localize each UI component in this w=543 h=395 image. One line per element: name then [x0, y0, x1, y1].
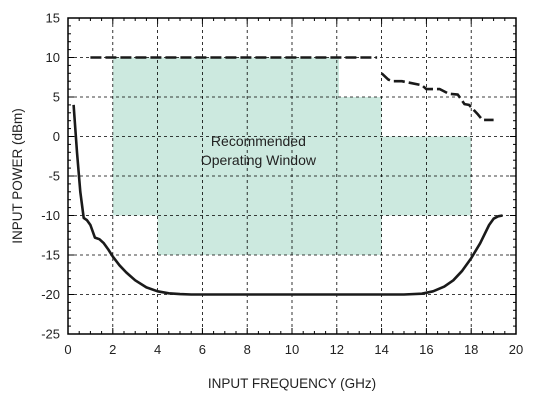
annotation-line-1: Recommended: [211, 133, 306, 149]
y-axis-title: INPUT POWER (dBm): [10, 108, 25, 244]
x-tick-label: 6: [199, 342, 206, 357]
annotation-line-2: Operating Window: [201, 152, 317, 168]
tick-layer: 0 2 4 6 8 10 12 14 16 18 20 -25 -20 -15 -10 -5 0 5 10 15: [41, 11, 523, 358]
x-tick-label: 2: [109, 342, 116, 357]
y-tick-label: 15: [46, 11, 60, 26]
x-tick-label: 20: [509, 342, 523, 357]
x-tick-label: 18: [464, 342, 478, 357]
y-tick-label: -15: [41, 248, 60, 263]
x-tick-label: 10: [285, 342, 299, 357]
y-tick-label: -20: [41, 287, 60, 302]
series-line-1: [72, 104, 503, 296]
x-tick-label: 0: [64, 342, 71, 357]
x-tick-label: 4: [154, 342, 161, 357]
y-tick-label: -10: [41, 208, 60, 223]
y-tick-label: -5: [48, 169, 60, 184]
series-layer: [72, 56, 503, 296]
x-tick-label: 14: [374, 342, 388, 357]
y-tick-label: -25: [41, 327, 60, 342]
series-line-3: [380, 72, 494, 122]
x-tick-label: 16: [419, 342, 433, 357]
x-tick-label: 8: [244, 342, 251, 357]
x-axis-title: INPUT FREQUENCY (GHz): [208, 376, 376, 391]
y-tick-label: 0: [53, 129, 60, 144]
x-tick-label: 12: [330, 342, 344, 357]
y-tick-label: 5: [53, 90, 60, 105]
y-tick-label: 10: [46, 50, 60, 65]
